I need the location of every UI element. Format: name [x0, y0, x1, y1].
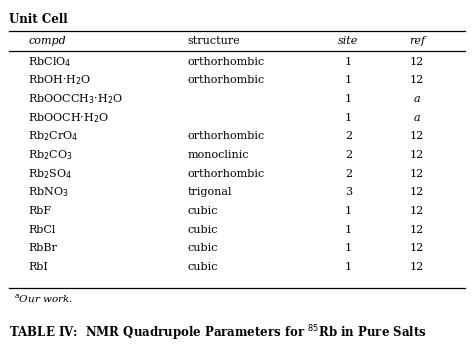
Text: cubic: cubic [187, 262, 218, 272]
Text: monoclinic: monoclinic [187, 150, 249, 160]
Text: 1: 1 [345, 94, 352, 104]
Text: 12: 12 [410, 225, 424, 235]
Text: 12: 12 [410, 57, 424, 67]
Text: 2: 2 [345, 150, 352, 160]
Text: a: a [414, 94, 420, 104]
Text: RbOOCCH$_3$·H$_2$O: RbOOCCH$_3$·H$_2$O [28, 92, 123, 106]
Text: 1: 1 [345, 262, 352, 272]
Text: a: a [414, 113, 420, 123]
Text: structure: structure [187, 36, 240, 46]
Text: 1: 1 [345, 225, 352, 235]
Text: 1: 1 [345, 243, 352, 253]
Text: 12: 12 [410, 150, 424, 160]
Text: 2: 2 [345, 169, 352, 179]
Text: trigonal: trigonal [187, 187, 232, 197]
Text: 12: 12 [410, 187, 424, 197]
Text: RbNO$_3$: RbNO$_3$ [28, 186, 69, 199]
Text: RbF: RbF [28, 206, 52, 216]
Text: 1: 1 [345, 206, 352, 216]
Text: Unit Cell: Unit Cell [9, 13, 68, 25]
Text: cubic: cubic [187, 206, 218, 216]
Text: 12: 12 [410, 206, 424, 216]
Text: ref: ref [409, 36, 425, 46]
Text: orthorhombic: orthorhombic [187, 57, 264, 67]
Text: RbClO$_4$: RbClO$_4$ [28, 55, 72, 69]
Text: 1: 1 [345, 75, 352, 85]
Text: 1: 1 [345, 113, 352, 123]
Text: Rb$_2$SO$_4$: Rb$_2$SO$_4$ [28, 167, 73, 181]
Text: 3: 3 [345, 187, 352, 197]
Text: $^{a}$Our work.: $^{a}$Our work. [14, 293, 73, 305]
Text: 12: 12 [410, 243, 424, 253]
Text: site: site [338, 36, 358, 46]
Text: Rb$_2$CO$_3$: Rb$_2$CO$_3$ [28, 148, 73, 162]
Text: 1: 1 [345, 57, 352, 67]
Text: 12: 12 [410, 169, 424, 179]
Text: orthorhombic: orthorhombic [187, 75, 264, 85]
Text: 12: 12 [410, 262, 424, 272]
Text: cubic: cubic [187, 225, 218, 235]
Text: orthorhombic: orthorhombic [187, 131, 264, 141]
Text: cubic: cubic [187, 243, 218, 253]
Text: orthorhombic: orthorhombic [187, 169, 264, 179]
Text: RbCl: RbCl [28, 225, 56, 235]
Text: RbOH·H$_2$O: RbOH·H$_2$O [28, 74, 92, 87]
Text: Rb$_2$CrO$_4$: Rb$_2$CrO$_4$ [28, 130, 79, 143]
Text: TABLE IV:  NMR Quadrupole Parameters for $^{85}$Rb in Pure Salts: TABLE IV: NMR Quadrupole Parameters for … [9, 323, 427, 343]
Text: 12: 12 [410, 131, 424, 141]
Text: RbBr: RbBr [28, 243, 57, 253]
Text: compd: compd [28, 36, 66, 46]
Text: 12: 12 [410, 75, 424, 85]
Text: 2: 2 [345, 131, 352, 141]
Text: RbI: RbI [28, 262, 48, 272]
Text: RbOOCH·H$_2$O: RbOOCH·H$_2$O [28, 111, 109, 125]
